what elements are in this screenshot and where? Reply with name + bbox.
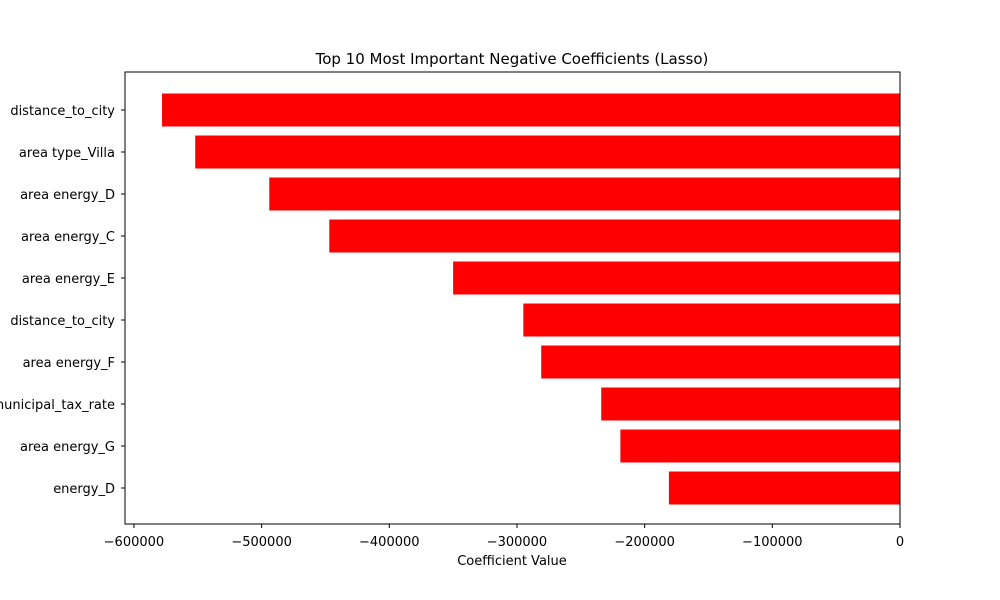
bar: [620, 429, 900, 463]
x-tick-label: −600000: [104, 535, 165, 550]
y-tick-label: municipal_tax_rate: [0, 398, 115, 413]
y-tick-label: distance_to_city: [10, 104, 115, 119]
bar: [329, 219, 901, 253]
bar: [453, 261, 900, 295]
y-tick-label: distance_to_city: [10, 314, 115, 329]
bar: [162, 93, 900, 127]
y-tick-label: area energy_G: [20, 440, 115, 455]
x-tick-label: −100000: [742, 535, 803, 550]
y-tick-label: energy_D: [53, 482, 115, 497]
x-axis-label: Coefficient Value: [457, 554, 567, 569]
x-tick-label: −300000: [487, 535, 548, 550]
plot-frame: [124, 71, 901, 525]
chart-title: Top 10 Most Important Negative Coefficie…: [315, 50, 709, 68]
bar: [269, 177, 900, 211]
y-tick-label: area energy_D: [20, 188, 115, 203]
y-tick-label: area energy_F: [23, 356, 115, 371]
x-tick-label: −400000: [359, 535, 420, 550]
bar: [601, 387, 900, 421]
x-tick-label: −200000: [614, 535, 675, 550]
bar: [195, 135, 900, 169]
y-tick-label: area energy_C: [21, 230, 115, 245]
bar: [523, 303, 900, 337]
x-axis-ticks: −600000 −500000 −400000 −300000 −200000 −1000…: [104, 524, 904, 550]
x-tick-label: 0: [896, 535, 904, 550]
y-tick-label: area energy_E: [22, 272, 115, 287]
y-tick-label: area type_Villa: [19, 146, 115, 161]
bar: [541, 345, 900, 379]
x-tick-label: −500000: [231, 535, 292, 550]
bar: [668, 471, 900, 505]
bars: [162, 93, 901, 505]
